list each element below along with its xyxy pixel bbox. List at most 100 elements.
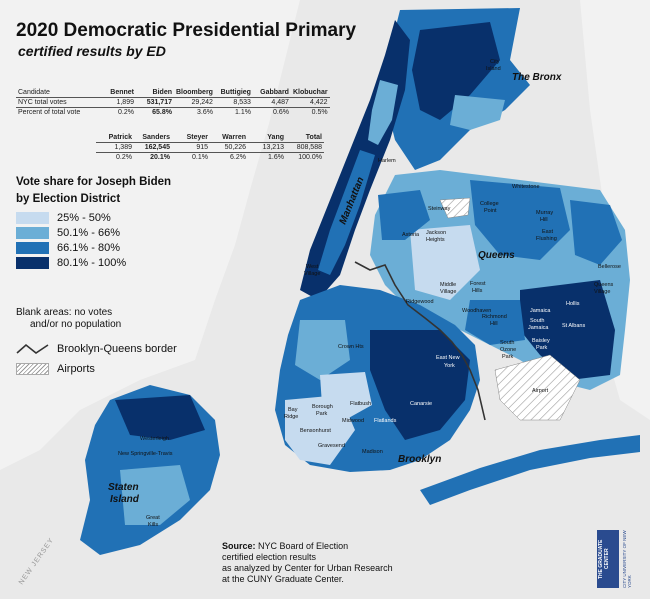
place-jackson-heights-line1: Jackson (426, 230, 446, 236)
legend-swatch (16, 227, 49, 239)
place-hollis: Hollis (566, 301, 580, 307)
candidate-percent: 20.1% (150, 154, 170, 161)
blank-areas-note-line1: Blank areas: no votes (16, 307, 113, 318)
staten-island-label-line2: Island (110, 494, 140, 505)
legend-swatch (16, 212, 49, 224)
candidate-percent: 0.2% (116, 154, 132, 161)
map-title: 2020 Democratic Presidential Primary (16, 20, 357, 41)
place-woodhaven: Woodhaven (462, 308, 491, 314)
place-middle-village-line2: Village (440, 289, 456, 295)
place-richmond-hill-line1: Richmond (482, 314, 507, 320)
brooklyn-label: Brooklyn (398, 454, 441, 465)
candidate-name: Klobuchar (292, 89, 328, 96)
candidate-votes: 4,422 (290, 97, 330, 108)
candidate-percent: 1.6% (268, 154, 284, 161)
blank-areas-note-line2: and/or no population (30, 319, 122, 330)
place-airport: Airport (532, 388, 549, 394)
source-line3: as analyzed by Center for Urban Research (222, 563, 393, 573)
place-harlem: Harlem (378, 158, 396, 164)
candidate-votes: 162,545 (134, 142, 172, 153)
place-college-point-line1: College (480, 201, 499, 207)
place-south-ozone-line1: South (500, 340, 514, 346)
place-west-village-line1: West (306, 264, 319, 270)
place-whitestone: Whitestone (512, 184, 540, 190)
new-jersey-land (0, 0, 300, 470)
staten-light-south (120, 465, 190, 525)
place-bay-ridge-line2: Ridge (284, 414, 298, 420)
candidate-votes: 915 (172, 142, 210, 153)
brooklyn-dark-east (370, 330, 470, 440)
legend-item: 50.1% - 66% (16, 227, 120, 239)
brooklyn-light-central (320, 372, 372, 420)
place-baisley-line1: Baisley (532, 338, 550, 344)
place-astoria: Astoria (402, 232, 420, 238)
candidate-percent: 6.2% (230, 154, 246, 161)
place-steinway: Steinway (428, 206, 451, 212)
candidate-name: Sanders (142, 134, 170, 141)
place-queens-village-line2: Village (594, 289, 610, 295)
queens-mid-north (470, 180, 570, 260)
legend-label: 50.1% - 66% (57, 227, 120, 239)
source-line2: certified election results (222, 552, 317, 562)
place-west-village-line2: Village (304, 271, 320, 277)
bronx-label: The Bronx (512, 72, 562, 83)
candidate-name: Biden (152, 89, 172, 96)
place-midwood: Midwood (342, 418, 364, 424)
place-murray-hill-line2: Hill (540, 217, 548, 223)
place-ridgewood: Ridgewood (406, 299, 434, 305)
legend-item: 25% - 50% (16, 212, 111, 224)
graduate-center-logo: THE GRADUATE CENTER (597, 530, 619, 588)
candidate-name: Total (305, 134, 322, 141)
place-jamaica: Jamaica (530, 308, 551, 314)
candidate-percent: 0.1% (192, 154, 208, 161)
candidate-votes: 531,717 (136, 97, 174, 108)
brooklyn-mid-southwest (295, 320, 350, 380)
row-label-total-votes: NYC total votes (16, 97, 98, 108)
place-borough-park-line1: Borough (312, 404, 333, 410)
candidate-votes: 50,226 (210, 142, 248, 153)
place-flatbush: Flatbush (350, 401, 371, 407)
place-south-ozone-line3: Park (502, 354, 514, 360)
candidate-name: Patrick (108, 134, 132, 141)
place-east-ny-line2: York (444, 363, 455, 369)
queens-light-center (410, 225, 480, 300)
laguardia-airport (439, 197, 471, 219)
brooklyn-queens-border (354, 261, 486, 421)
place-new-springville: New Springville-Travis (118, 451, 173, 457)
candidate-percent: 3.6% (196, 109, 213, 116)
staten-dark-north (115, 395, 205, 440)
place-city-island-line2: Island (486, 66, 501, 72)
legend-swatch (16, 257, 49, 269)
place-westerleigh: Westerleigh (140, 436, 169, 442)
source-line1: NYC Board of Election (258, 541, 349, 551)
candidate-name: Bloomberg (176, 89, 213, 96)
candidate-name: Steyer (186, 134, 208, 141)
border-label: Brooklyn-Queens border (57, 343, 177, 355)
queens-label: Queens (478, 250, 515, 261)
place-flatlands: Flatlands (374, 418, 397, 424)
airport-hatch-swatch (16, 363, 49, 375)
place-south-ozone-line2: Ozone (500, 347, 516, 353)
graduate-center-logo-sub: CITY UNIVERSITY OF NEW YORK (622, 530, 632, 588)
airports-label: Airports (57, 363, 95, 375)
candidate-percent: 0.6% (272, 109, 289, 116)
queens-mid-west (378, 190, 430, 240)
legend-title-line1: Vote share for Joseph Biden (16, 176, 172, 188)
staten-island-label-line1: Staten (108, 482, 139, 493)
place-east-flushing-line1: East (542, 229, 553, 235)
place-east-flushing-line2: Flushing (536, 236, 557, 242)
legend-label: 66.1% - 80% (57, 242, 120, 254)
legend-label: 80.1% - 100% (57, 257, 127, 269)
candidate-percent: 1.1% (234, 109, 251, 116)
candidate-name: Buttigieg (220, 89, 251, 96)
place-city-island-line1: City (490, 59, 500, 65)
legend-airports-item: Airports (16, 363, 95, 375)
place-murray-hill-line1: Murray (536, 210, 553, 216)
candidate-votes: 13,213 (248, 142, 286, 153)
candidate-votes: 29,242 (174, 97, 215, 108)
source-label: Source: (222, 541, 256, 551)
row-label-candidate: Candidate (18, 89, 50, 96)
queens-east-mid (570, 200, 622, 265)
